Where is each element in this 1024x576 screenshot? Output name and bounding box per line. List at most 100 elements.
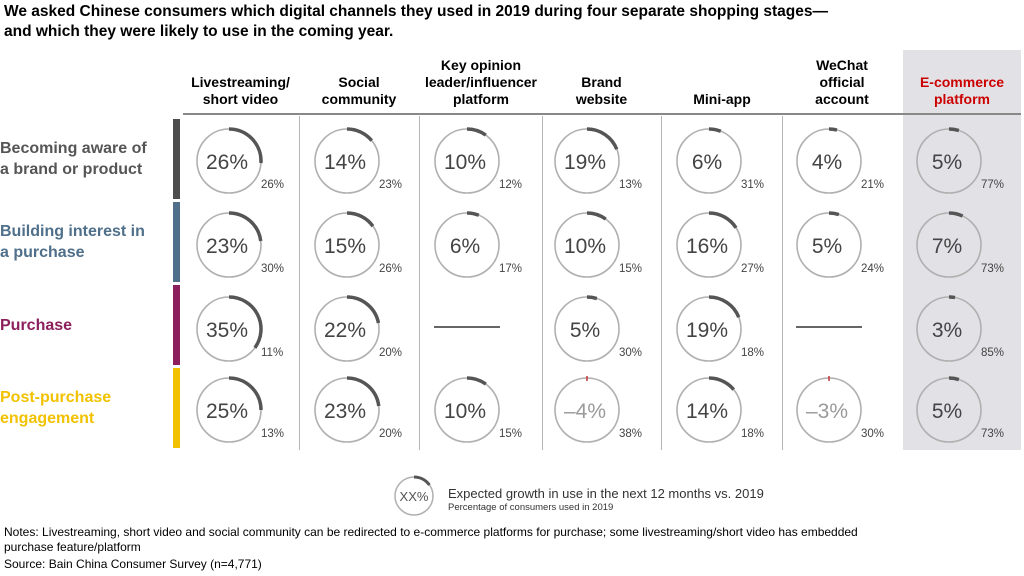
growth-label: 14% [324,151,366,174]
column-header-brand-website: Brand website [575,74,628,107]
title-line-1: We asked Chinese consumers which digital… [4,3,829,20]
used-2019-label: 30% [861,428,884,440]
growth-arc [466,376,487,386]
notes-line-1: Notes: Livestreaming, short video and so… [4,525,858,539]
used-2019-label: 11% [261,347,283,359]
growth-label: 25% [206,400,248,423]
growth-label: 16% [686,235,728,258]
used-2019-label: 17% [499,263,522,275]
growth-arc [948,295,956,300]
growth-arc [346,211,375,228]
used-2019-label: 26% [379,263,402,275]
used-2019-label: 31% [741,179,764,191]
used-2019-label: 13% [619,179,642,191]
row-label-interest: Building interest in a purchase [0,223,145,261]
growth-label: 22% [324,319,366,342]
growth-arc [228,295,263,349]
growth-label: 5% [932,400,962,423]
growth-arc [346,376,381,407]
legend-text: Expected growth in use in the next 12 mo… [448,486,764,501]
growth-arc [586,295,598,301]
used-2019-label: 26% [261,179,284,191]
column-header-mini-app: Mini-app [693,91,751,107]
used-2019-label: 85% [981,347,1004,359]
used-2019-label: 20% [379,428,402,440]
growth-label: 26% [206,151,248,174]
notes-line-2: purchase feature/platform [4,540,141,554]
growth-arc [346,127,374,142]
column-divider [661,116,662,450]
used-2019-label: 13% [261,428,284,440]
used-2019-label: 12% [499,179,522,191]
used-2019-label: 27% [741,263,764,275]
growth-label: 10% [444,400,486,423]
legend-symbol: XX% [400,489,429,504]
row-bar-awareness [173,119,180,199]
growth-label: 35% [206,319,248,342]
growth-label: 3% [932,319,962,342]
used-2019-label: 21% [861,179,884,191]
growth-arc [228,211,263,242]
growth-label: 6% [692,151,722,174]
used-2019-label: 38% [619,428,642,440]
used-2019-label: 23% [379,179,402,191]
row-label-purchase: Purchase [0,316,73,334]
growth-label: 6% [450,235,480,258]
row-bar-post-purchase [173,368,180,448]
used-2019-label: 18% [741,428,764,440]
growth-label: 7% [932,235,962,258]
growth-arc [466,127,487,137]
column-divider [542,116,543,450]
growth-label: 4% [812,151,842,174]
used-2019-label: 73% [981,263,1004,275]
source-note: Source: Bain China Consumer Survey (n=4,… [4,557,262,571]
growth-arc [228,127,263,164]
growth-arc [228,376,263,411]
column-header-kol-platform: Key opinion leader/influencer platform [424,57,538,107]
growth-label: 15% [324,235,366,258]
growth-arc [948,211,964,218]
legend-subtext: Percentage of consumers used in 2019 [448,502,614,513]
growth-label: 5% [932,151,962,174]
legend-ring-icon: XX% [394,475,434,516]
row-label-awareness: Becoming aware of a brand or product [0,140,147,178]
growth-arc [708,211,738,229]
growth-label: 5% [570,319,600,342]
growth-arc [828,127,838,132]
used-2019-label: 15% [499,428,522,440]
column-divider [419,116,420,450]
used-2019-label: 18% [741,347,764,359]
growth-arc [586,211,607,221]
growth-label: 14% [686,400,728,423]
used-2019-label: 15% [619,263,642,275]
used-2019-label: 73% [981,428,1004,440]
growth-arc [708,295,741,318]
growth-arc [466,211,480,217]
growth-label: 23% [324,400,366,423]
growth-arc [708,376,736,391]
growth-label: 10% [564,235,606,258]
row-bar-purchase [173,285,180,365]
growth-arc [948,127,960,133]
growth-label: 5% [812,235,842,258]
column-header-livestreaming: Livestreaming/short video [191,74,290,107]
growth-label: 19% [686,319,728,342]
growth-label: 23% [206,235,248,258]
column-divider [299,116,300,450]
growth-label: 10% [444,151,486,174]
used-2019-label: 24% [861,263,884,275]
title-line-2: and which they were likely to use in the… [4,23,394,40]
growth-label: 19% [564,151,606,174]
growth-label: –4% [564,400,606,423]
column-header-wechat-account: WeChat official account [815,57,869,107]
growth-arc [708,127,722,133]
ecommerce-column-highlight [903,50,1021,450]
growth-arc [828,211,840,217]
row-label-post-purchase: Post-purchase engagement [0,389,112,427]
used-2019-label: 30% [261,263,284,275]
growth-arc [346,295,381,324]
chart-title: We asked Chinese consumers which digital… [4,2,1014,42]
column-divider [782,116,783,450]
